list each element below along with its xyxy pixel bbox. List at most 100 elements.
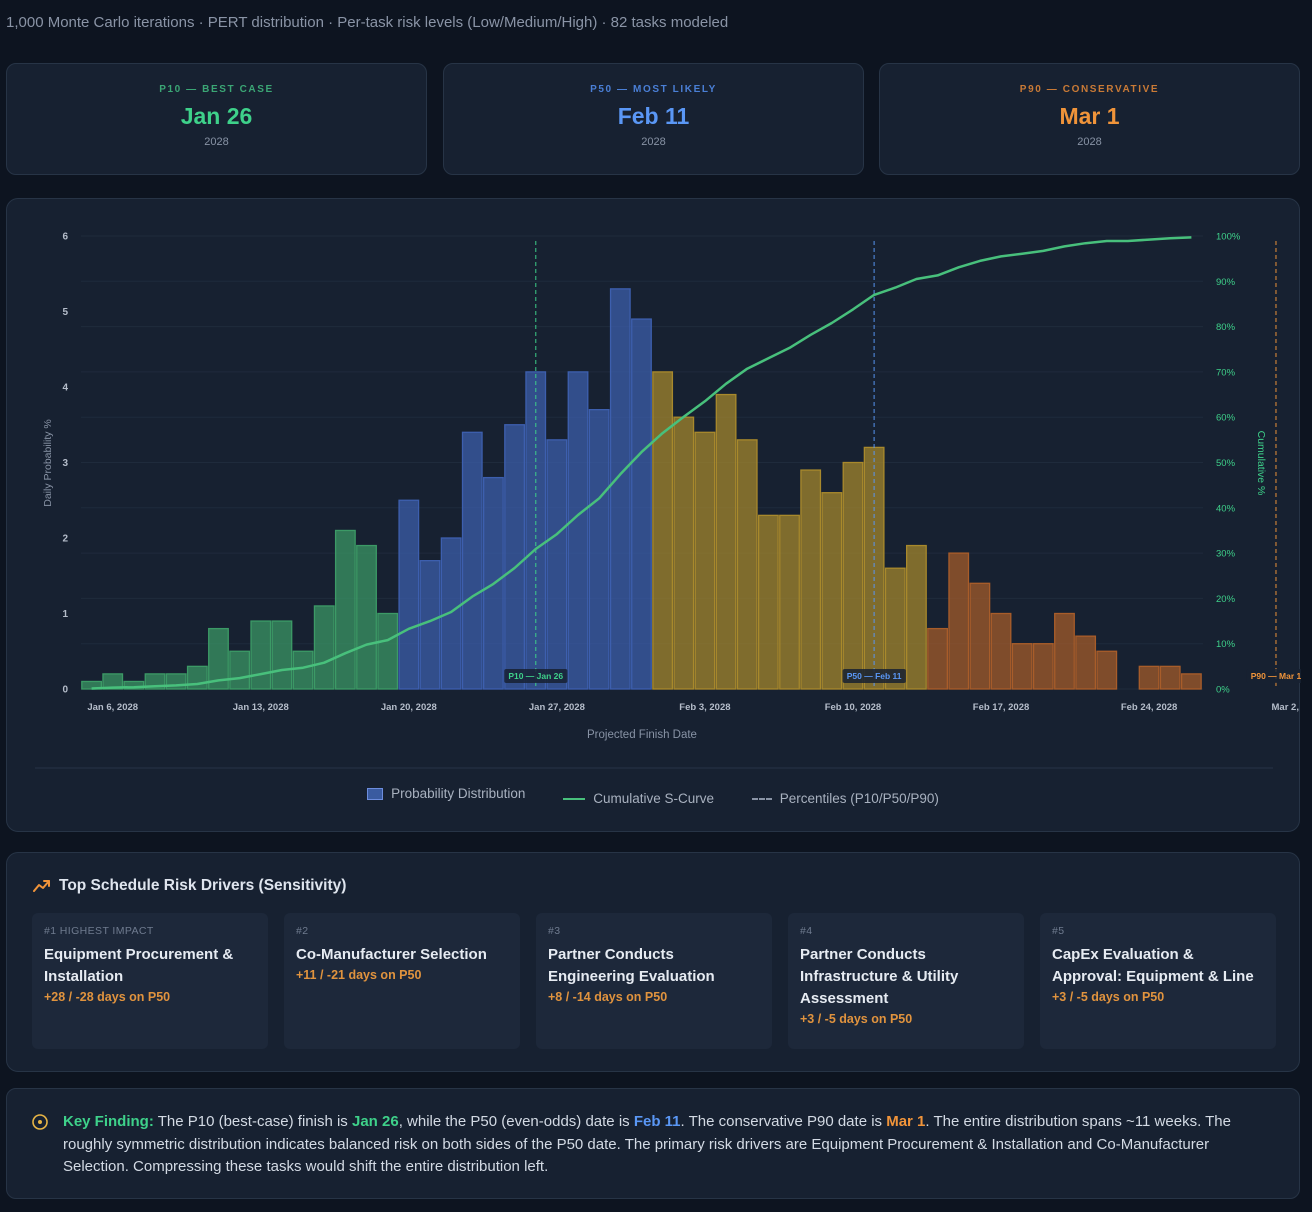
y2-tick-label: 90% — [1216, 277, 1236, 288]
legend-s-curve[interactable]: Cumulative S-Curve — [563, 791, 714, 806]
y-tick-label: 6 — [62, 232, 68, 243]
x-tick-label: Jan 20, 2028 — [381, 702, 437, 713]
y-tick-label: 1 — [62, 609, 68, 620]
finding-text-2: , while the P50 (even-odds) date is — [398, 1113, 634, 1130]
risk-driver-card[interactable]: #1 HIGHEST IMPACT Equipment Procurement … — [32, 913, 268, 1049]
x-tick-label: Jan 13, 2028 — [233, 702, 289, 713]
distribution-bar — [588, 408, 610, 690]
driver-impact: +11 / -21 days on P50 — [296, 968, 422, 982]
y-tick-label: 0 — [62, 685, 68, 696]
distribution-bar — [906, 544, 927, 690]
driver-rank: #3 — [548, 925, 561, 937]
y-tick-label: 3 — [62, 458, 68, 469]
driver-rank: #1 HIGHEST IMPACT — [44, 925, 154, 937]
driver-rank: #5 — [1052, 925, 1065, 937]
distribution-bar — [927, 627, 948, 690]
finding-text-1: The P10 (best-case) finish is — [153, 1113, 352, 1130]
percentile-label-bg — [842, 669, 906, 683]
finding-p90-date: Mar 1 — [886, 1113, 926, 1130]
x-tick-label: Jan 27, 2028 — [529, 702, 585, 713]
trending-up-icon — [33, 880, 50, 892]
driver-name: Co-Manufacturer Selection — [296, 946, 487, 963]
distribution-bar — [377, 612, 399, 690]
distribution-bar — [81, 680, 103, 690]
driver-name: CapEx Evaluation & Approval: Equipment &… — [1052, 946, 1254, 985]
driver-impact: +3 / -5 days on P50 — [800, 1012, 913, 1026]
distribution-bar — [842, 461, 864, 690]
distribution-bar — [334, 529, 356, 690]
p10-card: P10 — BEST CASE Jan 26 2028 — [6, 63, 427, 175]
legend-s-curve-label: Cumulative S-Curve — [593, 791, 714, 806]
distribution-bar — [1054, 612, 1075, 690]
driver-impact: +8 / -14 days on P50 — [548, 990, 668, 1004]
distribution-bar — [673, 416, 695, 690]
distribution-bar — [1032, 643, 1054, 690]
risk-driver-card[interactable]: #3 Partner Conducts Engineering Evaluati… — [536, 913, 772, 1049]
x-tick-label: Feb 17, 2028 — [973, 702, 1030, 713]
risk-drivers-title-text: Top Schedule Risk Drivers (Sensitivity) — [59, 877, 347, 894]
legend-percentiles[interactable]: Percentiles (P10/P50/P90) — [751, 791, 939, 806]
x-axis-label: Projected Finish Date — [587, 729, 697, 741]
chart-legend: Probability Distribution Cumulative S-Cu… — [7, 786, 1299, 806]
p90-year: 2028 — [1077, 136, 1102, 148]
y-axis-label: Daily Probability % — [42, 419, 54, 507]
risk-driver-card[interactable]: #4 Partner Conducts Infrastructure & Uti… — [788, 913, 1024, 1049]
driver-rank: #4 — [800, 925, 813, 937]
risk-drivers-title: Top Schedule Risk Drivers (Sensitivity) — [33, 877, 346, 895]
lightbulb-icon — [32, 1114, 48, 1130]
distribution-bar — [208, 627, 229, 690]
distribution-bar — [779, 514, 800, 690]
percentile-label-bg — [504, 669, 568, 683]
y2-tick-label: 40% — [1216, 503, 1236, 514]
p50-label: P50 — MOST LIKELY — [590, 84, 717, 95]
distribution-bar — [715, 393, 737, 690]
finding-text-3: . The conservative P90 date is — [680, 1113, 887, 1130]
percentile-label: P90 — Mar 1 — [1251, 671, 1301, 681]
legend-bar-swatch — [367, 787, 384, 800]
risk-drivers-panel: Top Schedule Risk Drivers (Sensitivity) … — [6, 852, 1300, 1072]
risk-driver-card[interactable]: #2 Co-Manufacturer Selection +11 / -21 d… — [284, 913, 520, 1049]
page-subtitle: 1,000 Monte Carlo iterations · PERT dist… — [6, 14, 729, 31]
distribution-bar — [736, 439, 758, 690]
y2-tick-label: 30% — [1216, 549, 1236, 560]
distribution-bar — [461, 431, 483, 690]
finding-text-4: . The entire distribution spans ~11 week… — [63, 1113, 1231, 1175]
driver-rank: #2 — [296, 925, 309, 937]
y2-tick-label: 70% — [1216, 367, 1236, 378]
y2-axis-label: Cumulative % — [1255, 431, 1267, 496]
monte-carlo-chart: 01234560%10%20%30%40%50%60%70%80%90%100%… — [35, 232, 1301, 769]
p90-label: P90 — CONSERVATIVE — [1019, 84, 1160, 95]
distribution-bar — [609, 288, 631, 690]
y-tick-label: 5 — [62, 307, 68, 318]
y2-tick-label: 80% — [1216, 322, 1236, 333]
distribution-bar — [1159, 665, 1181, 690]
distribution-bar — [292, 650, 314, 690]
distribution-bar — [356, 544, 377, 690]
distribution-bar — [884, 567, 906, 690]
p50-date: Feb 11 — [617, 103, 690, 129]
distribution-bar — [821, 492, 843, 690]
driver-impact: +28 / -28 days on P50 — [44, 990, 171, 1004]
legend-distribution[interactable]: Probability Distribution — [367, 786, 525, 801]
x-tick-label: Feb 24, 2028 — [1121, 702, 1178, 713]
p50-year: 2028 — [641, 136, 666, 148]
distribution-bar — [440, 537, 462, 690]
y2-tick-label: 60% — [1216, 413, 1236, 424]
distribution-bar — [313, 605, 335, 690]
risk-driver-card[interactable]: #5 CapEx Evaluation & Approval: Equipmen… — [1040, 913, 1276, 1049]
y2-tick-label: 100% — [1216, 232, 1241, 243]
distribution-bar — [948, 552, 970, 690]
distribution-bar — [546, 439, 568, 690]
y2-tick-label: 0% — [1216, 685, 1230, 696]
x-tick-label: Feb 10, 2028 — [825, 702, 882, 713]
x-tick-label: Feb 3, 2028 — [679, 702, 730, 713]
p10-year: 2028 — [204, 136, 229, 148]
percentile-label: P50 — Feb 11 — [847, 671, 902, 681]
x-tick-label: Jan 6, 2028 — [87, 702, 138, 713]
distribution-bar — [990, 612, 1012, 690]
p90-card: P90 — CONSERVATIVE Mar 1 2028 — [879, 63, 1300, 175]
distribution-bar — [631, 318, 652, 690]
legend-distribution-label: Probability Distribution — [391, 786, 526, 801]
finding-p10-date: Jan 26 — [351, 1113, 399, 1130]
driver-name: Partner Conducts Infrastructure & Utilit… — [800, 946, 959, 1007]
